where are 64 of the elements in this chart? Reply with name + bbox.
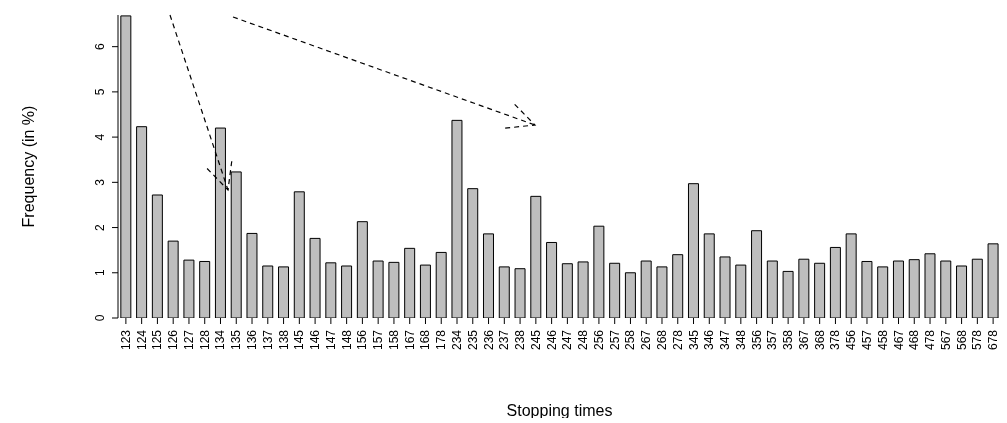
y-tick-label: 2 [93, 223, 107, 231]
x-tick-label: 235 [465, 329, 480, 351]
x-tick-label: 168 [418, 329, 433, 351]
x-tick-label: 124 [134, 329, 149, 351]
x-tick-label: 367 [796, 329, 811, 351]
x-tick-label: 256 [591, 329, 606, 351]
x-tick-label: 568 [954, 329, 969, 351]
x-tick-label: 127 [181, 329, 196, 351]
x-tick-label: 278 [670, 329, 685, 351]
x-tick-label: 678 [986, 329, 1001, 351]
x-tick-label: 267 [639, 329, 654, 351]
y-axis-title: Frequency (in %) [19, 105, 37, 228]
x-tick-label: 156 [355, 329, 370, 351]
x-tick-label: 378 [828, 329, 843, 351]
x-tick-label: 358 [781, 329, 796, 351]
x-tick-label: 147 [323, 329, 338, 351]
x-tick-label: 238 [513, 329, 528, 351]
x-tick-label: 258 [623, 329, 638, 351]
x-tick-label: 134 [213, 329, 228, 351]
x-tick-label: 247 [560, 329, 575, 351]
x-tick-label: 368 [812, 329, 827, 351]
x-tick-label: 248 [576, 329, 591, 351]
x-tick-label: 347 [718, 329, 733, 351]
x-tick-label: 234 [450, 329, 465, 351]
x-tick-label: 468 [907, 329, 922, 351]
x-tick-label: 357 [765, 329, 780, 351]
x-tick-label: 126 [166, 329, 181, 351]
x-tick-label: 348 [733, 329, 748, 351]
x-tick-label: 268 [654, 329, 669, 351]
x-tick-label: 158 [386, 329, 401, 351]
x-tick-label: 135 [229, 329, 244, 351]
x-tick-label: 123 [118, 329, 133, 351]
x-tick-label: 346 [702, 329, 717, 351]
x-tick-label: 458 [875, 329, 890, 351]
x-tick-label: 257 [607, 329, 622, 351]
x-tick-label: 167 [402, 329, 417, 351]
x-tick-label: 356 [749, 329, 764, 351]
x-tick-label: 236 [481, 329, 496, 351]
x-tick-label: 456 [844, 329, 859, 351]
x-tick-label: 478 [923, 329, 938, 351]
x-tick-label: 128 [197, 329, 212, 351]
x-tick-label: 125 [150, 329, 165, 351]
x-tick-label: 148 [339, 329, 354, 351]
y-tick-label: 5 [93, 88, 107, 96]
x-tick-label: 467 [891, 329, 906, 351]
y-tick-label: 3 [93, 178, 107, 186]
x-tick-label: 246 [544, 329, 559, 351]
x-tick-label: 146 [308, 329, 323, 351]
x-tick-label: 138 [276, 329, 291, 351]
x-tick-label: 245 [528, 329, 543, 351]
x-tick-label: 157 [371, 329, 386, 351]
x-tick-label: 145 [292, 329, 307, 351]
x-tick-label: 137 [260, 329, 275, 351]
x-tick-label: 567 [938, 329, 953, 351]
y-tick-label: 0 [93, 314, 107, 322]
x-tick-label: 578 [970, 329, 985, 351]
x-tick-label: 457 [859, 329, 874, 351]
x-tick-label: 136 [245, 329, 260, 351]
x-tick-label: 345 [686, 329, 701, 351]
x-tick-label: 178 [434, 329, 449, 351]
y-tick-label: 4 [93, 133, 107, 141]
y-tick-label: 6 [93, 43, 107, 50]
y-tick-label: 1 [93, 269, 107, 277]
x-tick-label: 237 [497, 329, 512, 351]
